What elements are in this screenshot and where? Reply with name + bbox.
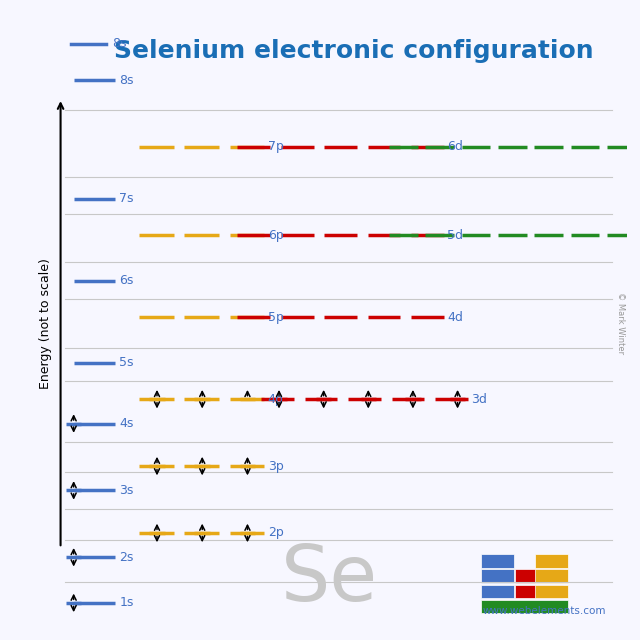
Bar xyxy=(481,585,514,598)
Bar xyxy=(535,585,568,598)
Text: 6d: 6d xyxy=(447,140,463,154)
Text: 7s: 7s xyxy=(120,192,134,205)
Text: www.webelements.com: www.webelements.com xyxy=(483,606,606,616)
Text: 5d: 5d xyxy=(447,228,463,241)
Text: 7p: 7p xyxy=(268,140,284,154)
Text: Energy (not to scale): Energy (not to scale) xyxy=(38,258,52,388)
Text: 4f: 4f xyxy=(639,228,640,241)
Text: Selenium electronic configuration: Selenium electronic configuration xyxy=(113,38,593,63)
Text: 3d: 3d xyxy=(471,393,487,406)
Bar xyxy=(515,570,563,583)
Text: 4p: 4p xyxy=(268,393,284,406)
Bar xyxy=(515,585,563,598)
Text: 5f: 5f xyxy=(639,140,640,154)
Text: 3p: 3p xyxy=(268,460,284,472)
Text: 2p: 2p xyxy=(268,527,284,540)
Text: 6s: 6s xyxy=(120,274,134,287)
Text: 5p: 5p xyxy=(268,310,284,324)
Bar xyxy=(535,570,568,583)
Text: 1s: 1s xyxy=(120,596,134,609)
Text: 4d: 4d xyxy=(447,310,463,324)
Bar xyxy=(481,600,568,613)
Text: 2s: 2s xyxy=(120,551,134,564)
Text: 8s: 8s xyxy=(120,74,134,86)
Text: 3s: 3s xyxy=(120,484,134,497)
Text: 5s: 5s xyxy=(120,356,134,369)
Text: 4s: 4s xyxy=(120,417,134,430)
Text: Se: Se xyxy=(281,541,378,616)
Bar xyxy=(535,554,568,568)
Text: © Mark Winter: © Mark Winter xyxy=(616,292,625,355)
Bar xyxy=(481,570,514,583)
Text: 6p: 6p xyxy=(268,228,284,241)
Bar xyxy=(481,554,514,568)
Text: 8s: 8s xyxy=(113,37,127,50)
